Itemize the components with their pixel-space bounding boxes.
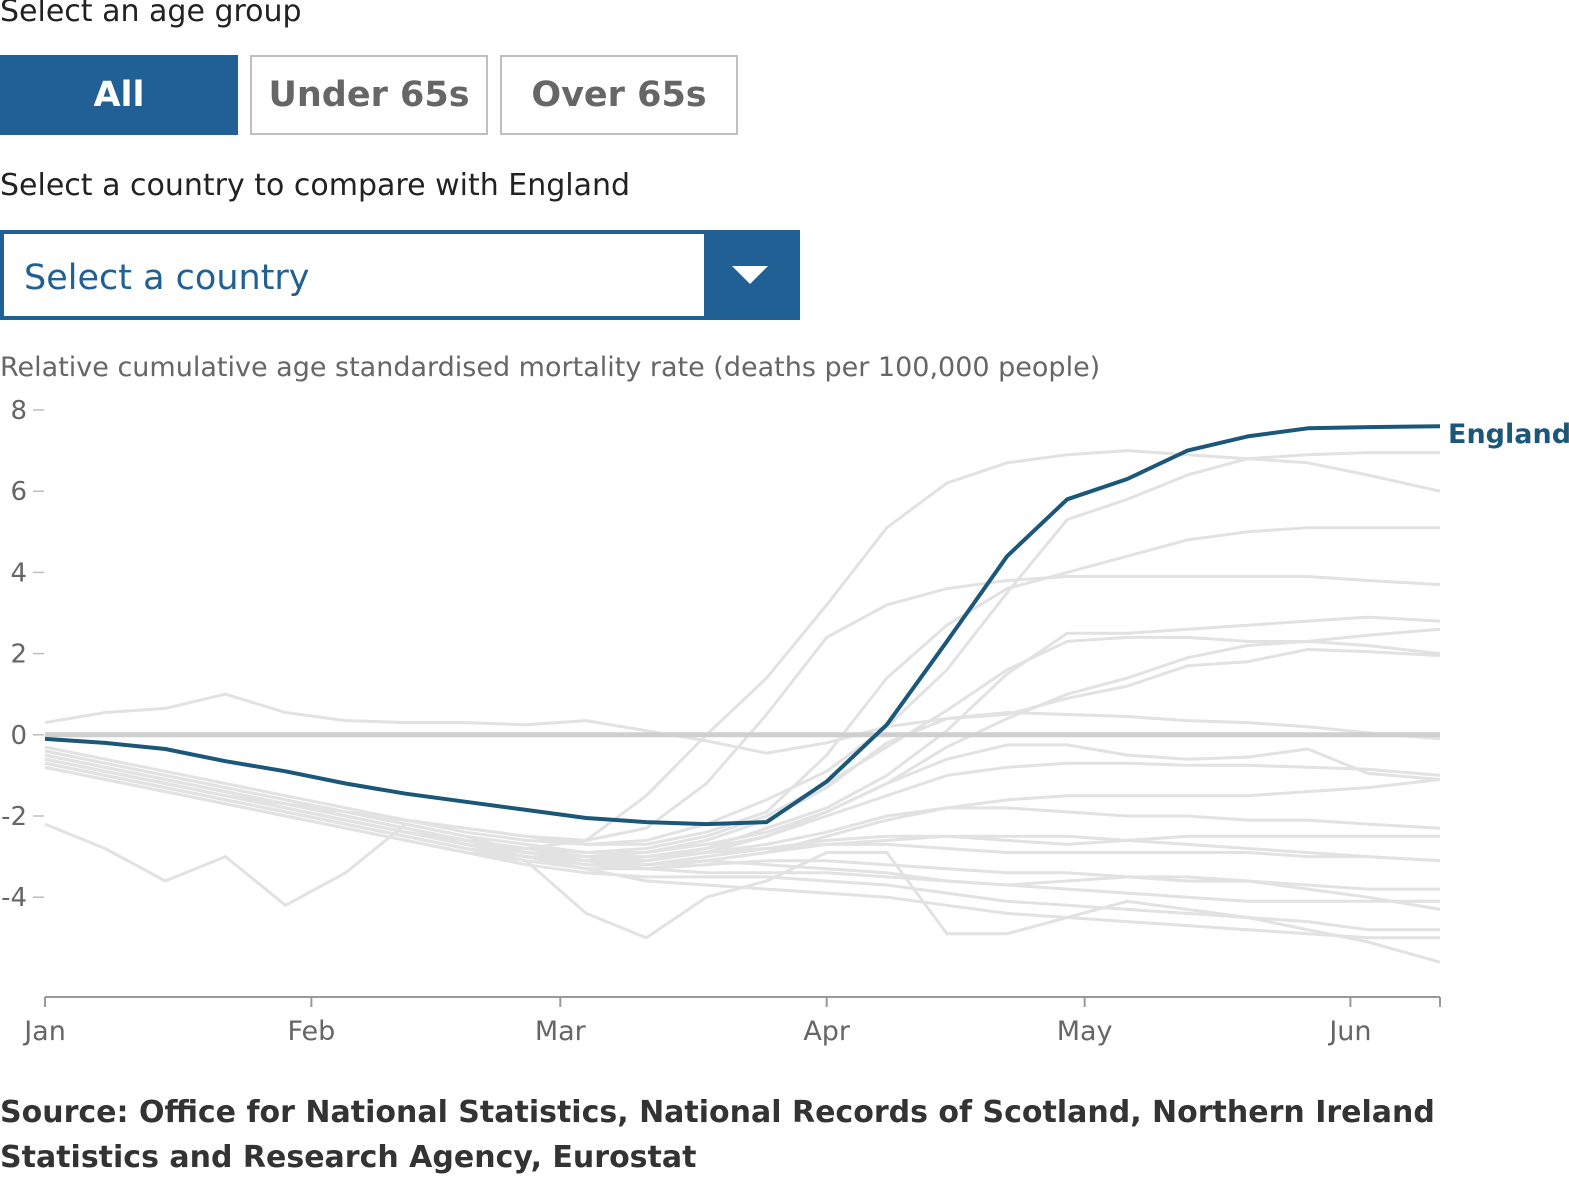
- y-tick-label: 0: [10, 721, 27, 751]
- x-tick-label: Jun: [1327, 1016, 1371, 1047]
- country-select-label: Select a country to compare with England: [0, 168, 631, 203]
- y-tick-label: 8: [10, 396, 27, 426]
- x-tick-label: May: [1057, 1016, 1113, 1047]
- country-select-value: Select a country: [24, 258, 310, 298]
- country-line: [44, 451, 1440, 846]
- age-group-label: Select an age group: [0, 0, 302, 29]
- england-label: England: [1448, 419, 1569, 450]
- chevron-down-icon: [732, 266, 768, 284]
- x-tick-label: Mar: [535, 1016, 587, 1047]
- age-button-over-65s[interactable]: Over 65s: [500, 55, 738, 135]
- x-tick-label: Apr: [803, 1016, 851, 1047]
- source-note: Source: Office for National Statistics, …: [0, 1095, 1435, 1175]
- x-tick-label: Feb: [287, 1016, 335, 1047]
- x-tick-label: Jan: [22, 1016, 66, 1047]
- england-line: [44, 424, 1441, 827]
- y-axis-label: Relative cumulative age standardised mor…: [0, 352, 1101, 383]
- y-tick-label: 4: [10, 558, 27, 588]
- country-line: [44, 757, 1441, 863]
- y-tick-label: -4: [1, 883, 27, 913]
- country-line: [44, 765, 1440, 932]
- y-tick-label: 6: [10, 477, 27, 507]
- country-line: [44, 761, 1441, 964]
- country-line: [44, 648, 1441, 854]
- country-line: [44, 753, 1440, 903]
- country-select-toggle[interactable]: [704, 234, 796, 316]
- age-button-all[interactable]: All: [0, 55, 238, 135]
- mortality-chart: -4 -2 0 2 4 6 8 England Jan Feb Mar Apr May Jun: [1, 396, 1569, 1047]
- country-select[interactable]: Select a country: [0, 230, 800, 320]
- age-button-under-65s[interactable]: Under 65s: [250, 55, 488, 135]
- y-tick-label: 2: [10, 640, 27, 670]
- y-tick-label: -2: [1, 802, 27, 832]
